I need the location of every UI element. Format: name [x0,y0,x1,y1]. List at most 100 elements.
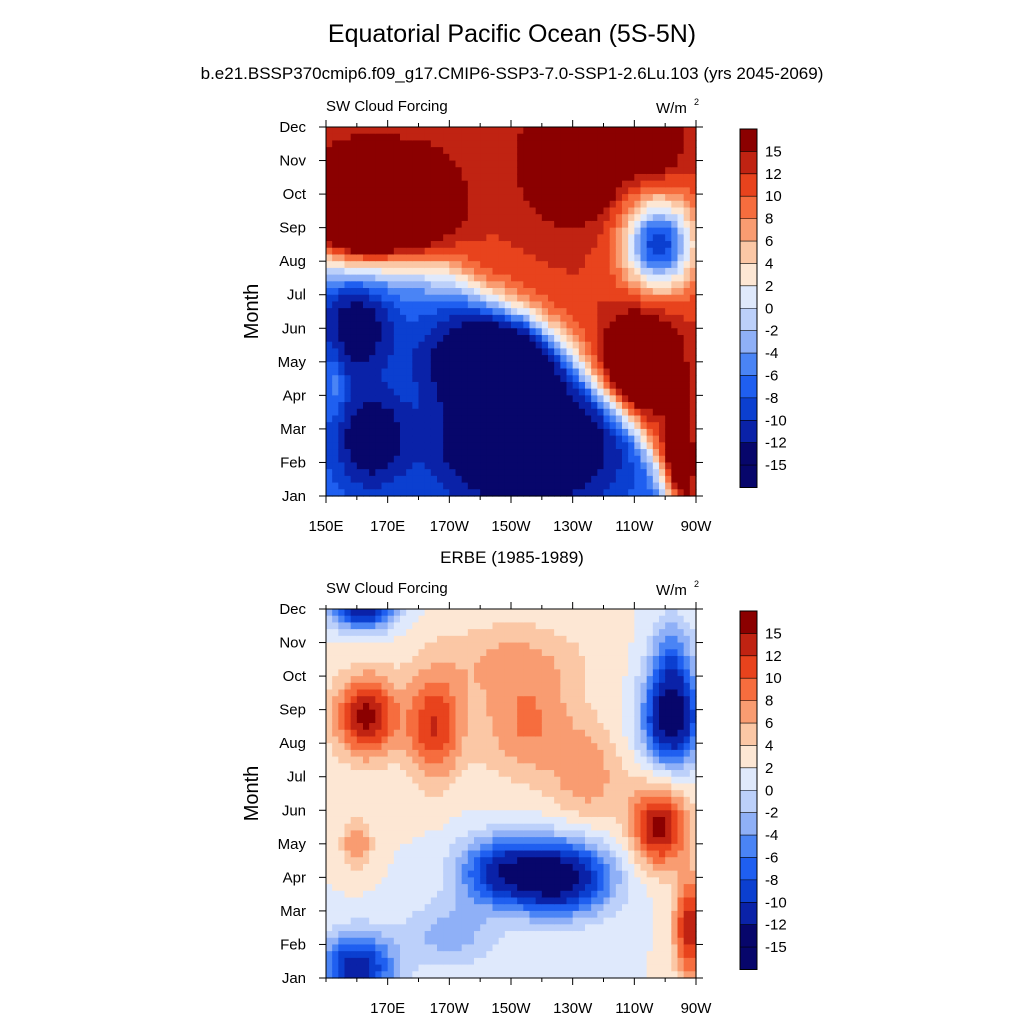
heatmap-cell [634,314,642,323]
heatmap-cell [628,127,635,135]
heatmap-cell [412,247,420,256]
heatmap-cell [356,796,364,805]
heatmap-cell [498,428,506,437]
heatmap-cell [393,964,401,972]
heatmap-cell [634,127,642,135]
heatmap-cell [474,220,481,229]
heatmap-cell [350,790,358,798]
heatmap-cell [622,462,629,470]
heatmap-cell [591,288,598,296]
heatmap-cell [659,301,666,309]
heatmap-cell [437,207,444,215]
heatmap-cell [474,194,481,202]
heatmap-cell [387,924,395,932]
heatmap-cell [418,702,426,711]
heatmap-cell [381,763,389,771]
heatmap-cell [467,716,475,724]
heatmap-cell [535,180,543,188]
heatmap-cell [677,288,685,296]
heatmap-cell [480,207,487,215]
heatmap-cell [578,388,586,396]
heatmap-cell [492,904,500,912]
heatmap-cell [363,261,370,269]
heatmap-cell [622,227,629,235]
heatmap-cell [548,334,555,343]
heatmap-cell [461,194,469,202]
heatmap-cell [369,173,376,182]
heatmap-cell [646,140,654,148]
heatmap-cell [517,482,524,490]
heatmap-cell [356,422,364,430]
heatmap-cell [634,173,642,182]
heatmap-cell [455,247,463,256]
heatmap-cell [338,629,346,637]
heatmap-cell [486,140,494,148]
heatmap-cell [326,355,333,363]
heatmap-cell [461,830,469,838]
heatmap-cell [523,368,531,376]
heatmap-cell [480,971,487,979]
heatmap-cell [560,187,568,195]
heatmap-cell [683,388,691,396]
heatmap-cell [498,669,506,677]
heatmap-cell [406,341,413,349]
x-tick-label: 170W [430,518,470,535]
heatmap-cell [529,415,537,423]
heatmap-cell [449,709,457,717]
heatmap-cell [652,187,660,195]
heatmap-cell [628,482,635,490]
heatmap-cell [572,422,580,430]
heatmap-cell [338,669,346,677]
heatmap-cell [498,314,506,323]
heatmap-cell [356,462,364,470]
heatmap-cell [640,247,648,256]
heatmap-cell [443,655,450,664]
heatmap-cell [486,702,494,711]
heatmap-cell [585,469,592,477]
heatmap-cell [381,951,389,959]
heatmap-cell [363,435,370,443]
heatmap-cell [572,274,580,282]
heatmap-cell [356,870,364,878]
heatmap-cell [363,267,370,276]
heatmap-cell [560,361,568,370]
heatmap-cell [659,314,666,323]
heatmap-cell [498,194,506,202]
heatmap-cell [461,709,469,717]
heatmap-cell [363,160,370,168]
heatmap-cell [492,702,500,711]
heatmap-cell [566,187,574,195]
heatmap-cell [326,442,333,450]
heatmap-cell [504,173,512,182]
heatmap-cell [375,776,383,785]
heatmap-cell [326,160,333,168]
heatmap-cell [412,857,420,865]
heatmap-cell [344,220,352,229]
heatmap-cell [646,187,654,195]
heatmap-cell [350,274,358,282]
heatmap-cell [356,890,364,899]
colorbar-swatch [740,308,757,331]
heatmap-cell [560,167,568,175]
heatmap-cell [578,402,586,410]
heatmap-cell [430,870,438,878]
heatmap-cell [523,422,531,430]
heatmap-cell [554,281,561,289]
heatmap-cell [326,723,333,731]
heatmap-cell [677,395,685,403]
heatmap-cell [597,321,605,329]
heatmap-cell [332,214,339,222]
heatmap-cell [609,415,617,423]
heatmap-cell [412,850,420,858]
heatmap-cell [424,924,432,932]
heatmap-cell [387,609,395,617]
heatmap-cell [572,314,580,323]
heatmap-cell [603,288,611,296]
heatmap-cell [381,736,389,744]
heatmap-cell [461,877,469,885]
heatmap-cell [424,843,432,852]
heatmap-cell [430,187,438,195]
heatmap-cell [640,449,648,457]
heatmap-cell [529,402,537,410]
heatmap-cell [430,194,438,202]
